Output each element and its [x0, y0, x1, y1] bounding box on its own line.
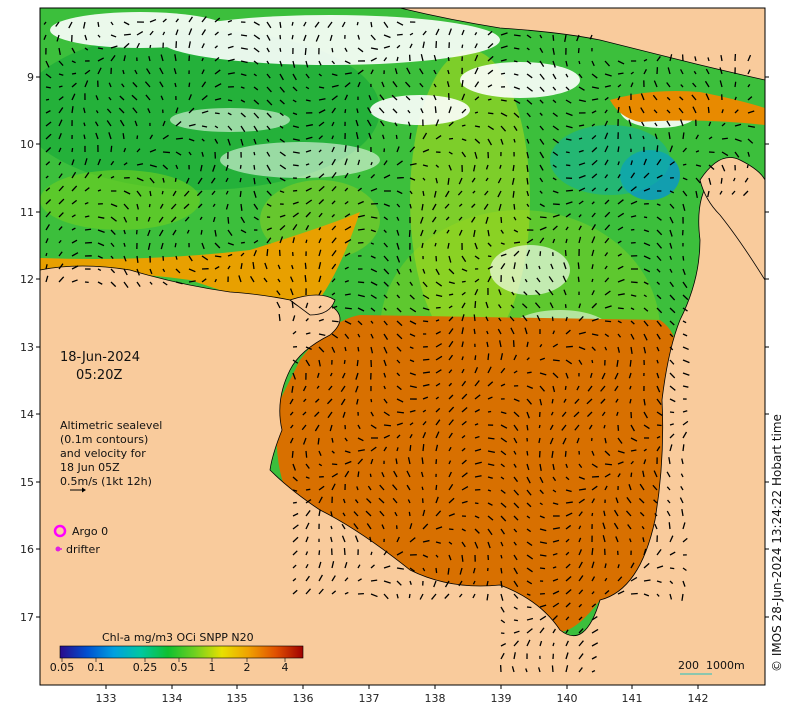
date-label: 18-Jun-2024 — [60, 350, 140, 365]
longitude-tick-label: 136 — [293, 692, 314, 705]
longitude-tick-label: 133 — [96, 692, 117, 705]
longitude-tick-label: 138 — [425, 692, 446, 705]
argo-legend: Argo 0 — [53, 524, 108, 538]
latitude-tick-label: 13 — [20, 341, 34, 354]
altimetry-line: Altimetric sealevel — [60, 419, 162, 432]
drifter-label: drifter — [66, 543, 100, 556]
longitude-tick-label: 140 — [557, 692, 578, 705]
credit-text: © IMOS 28-Jun-2024 13:24:22 Hobart time — [770, 414, 784, 672]
colorbar-gradient — [59, 645, 304, 659]
colorbar-tick-label: 0.1 — [87, 661, 105, 674]
argo-label: Argo 0 — [72, 525, 108, 538]
latitude-tick-label: 16 — [20, 543, 34, 556]
longitude-tick-label: 135 — [227, 692, 248, 705]
altimetry-line: and velocity for — [60, 447, 146, 460]
drifter-legend: drifter — [55, 543, 100, 556]
colorbar-tick-label: 0.25 — [133, 661, 158, 674]
altimetry-line: 0.5m/s (1kt 12h) — [60, 475, 152, 488]
colorbar-tick-label: 0.5 — [170, 661, 188, 674]
velocity-scale-arrow — [70, 487, 86, 493]
latitude-tick-label: 10 — [20, 138, 34, 151]
latitude-tick-label: 12 — [20, 273, 34, 286]
latitude-tick-label: 14 — [20, 408, 34, 421]
longitude-tick-label: 141 — [622, 692, 643, 705]
altimetry-info: Altimetric sealevel (0.1m contours) and … — [60, 419, 162, 493]
map-plot-area — [40, 8, 765, 685]
island-groote — [289, 294, 336, 316]
latitude-axis: 9 10 11 12 13 14 15 16 17 — [20, 71, 769, 624]
longitude-tick-label: 134 — [162, 692, 183, 705]
argo-marker-icon — [53, 524, 67, 538]
colorbar: Chl-a mg/m3 OCi SNPP N20 0.05 0.1 0.25 0.5 1… — [50, 631, 304, 674]
colorbar-tick-label: 1 — [209, 661, 216, 674]
latitude-tick-label: 15 — [20, 476, 34, 489]
altimetry-line: (0.1m contours) — [60, 433, 148, 446]
latitude-tick-label: 17 — [20, 611, 34, 624]
latitude-tick-label: 11 — [20, 206, 34, 219]
colorbar-tick-label: 0.05 — [50, 661, 75, 674]
longitude-tick-label: 137 — [359, 692, 380, 705]
velocity-vectors — [43, 16, 755, 673]
scale-label-200: 200 — [678, 659, 699, 672]
latitude-tick-label: 9 — [27, 71, 34, 84]
land — [40, 8, 765, 685]
cape-york — [699, 157, 765, 281]
longitude-tick-label: 139 — [491, 692, 512, 705]
new-guinea — [399, 8, 765, 81]
colorbar-ticks: 0.05 0.1 0.25 0.5 1 2 4 — [50, 658, 289, 674]
altimetry-line: 18 Jun 05Z — [60, 461, 120, 474]
scale-bar: 200 1000m — [678, 659, 745, 675]
colorbar-tick-label: 4 — [282, 661, 289, 674]
colorbar-title: Chl-a mg/m3 OCi SNPP N20 — [102, 631, 254, 644]
colorbar-tick-label: 2 — [244, 661, 251, 674]
longitude-axis: 133 134 135 136 137 138 139 140 141 142 — [96, 685, 709, 705]
scale-label-1000m: 1000m — [706, 659, 745, 672]
longitude-tick-label: 142 — [688, 692, 709, 705]
time-label: 05:20Z — [76, 368, 122, 383]
